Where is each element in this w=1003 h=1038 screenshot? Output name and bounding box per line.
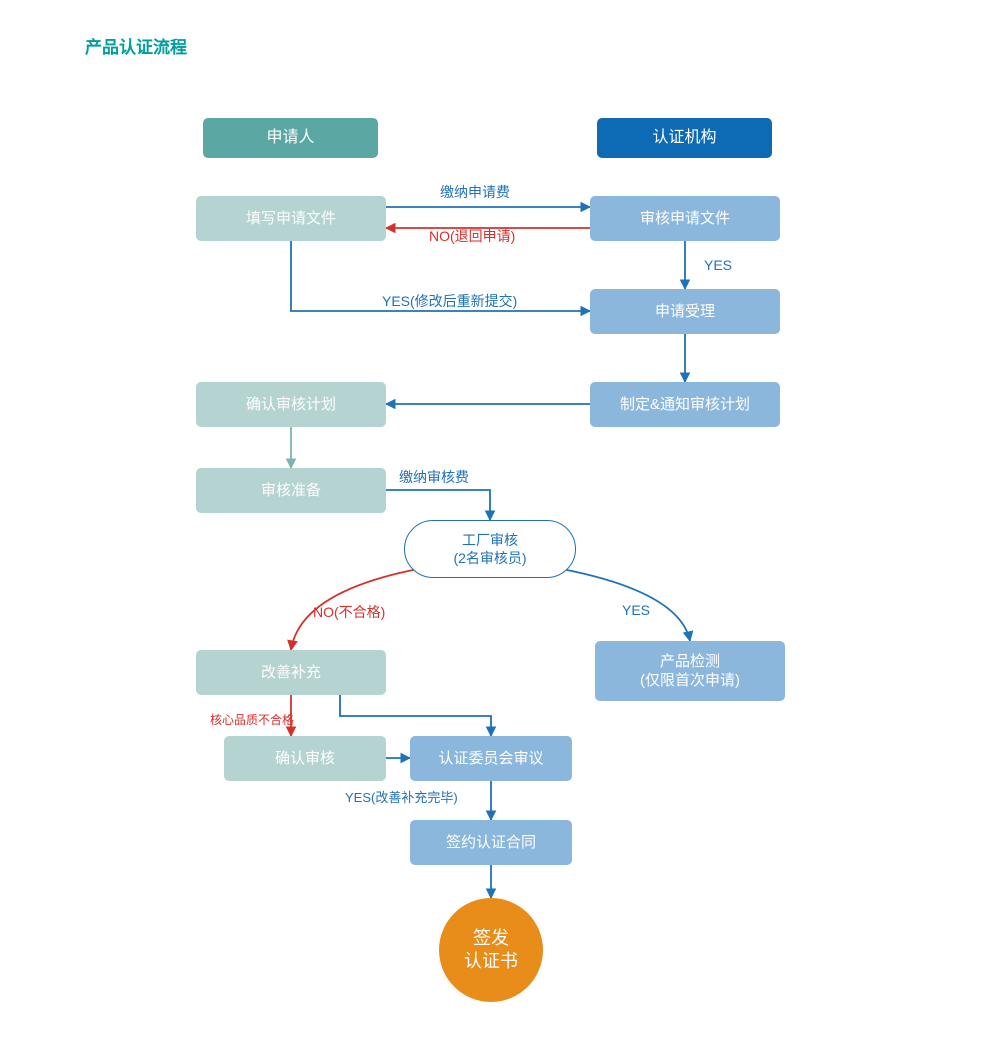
edges-layer <box>0 0 1003 1038</box>
node-confirm-audit: 确认审核 <box>224 736 386 781</box>
node-applicant-header: 申请人 <box>203 118 378 158</box>
label-text: YES <box>622 602 650 618</box>
node-label-line1: 产品检测 <box>640 652 740 672</box>
edge-label-pay-audit-fee: 缴纳审核费 <box>399 467 469 487</box>
node-committee: 认证委员会审议 <box>410 736 572 781</box>
title-text: 产品认证流程 <box>85 38 187 57</box>
edge-label-no-fail: NO(不合格) <box>313 602 385 622</box>
label-text: YES(修改后重新提交) <box>382 293 517 309</box>
node-audit-prep: 审核准备 <box>196 468 386 513</box>
node-label-line2: 认证书 <box>464 950 518 973</box>
node-label: 签约认证合同 <box>446 833 536 853</box>
node-label-line2: (仅限首次申请) <box>640 671 740 691</box>
node-label: 确认审核计划 <box>246 395 336 415</box>
label-text: 核心品质不合格 <box>210 713 294 727</box>
label-text: YES(改善补充完毕) <box>345 790 458 805</box>
node-make-plan: 制定&通知审核计划 <box>590 382 780 427</box>
edge-label-yes-top: YES <box>704 257 732 273</box>
node-label: 填写申请文件 <box>246 209 336 229</box>
node-issue-certificate: 签发 认证书 <box>439 898 543 1002</box>
label-text: NO(不合格) <box>313 604 385 620</box>
edge-label-no-return: NO(退回申请) <box>429 226 515 246</box>
node-agency-header: 认证机构 <box>597 118 772 158</box>
node-label: 审核申请文件 <box>640 209 730 229</box>
label-text: NO(退回申请) <box>429 228 515 244</box>
node-label-line1: 工厂审核 <box>453 531 526 549</box>
edge-label-core-fail: 核心品质不合格 <box>210 711 294 728</box>
node-label: 申请人 <box>266 128 314 149</box>
node-label: 审核准备 <box>261 481 321 501</box>
node-label: 确认审核 <box>275 749 335 769</box>
node-label: 制定&通知审核计划 <box>620 395 750 415</box>
node-factory-audit: 工厂审核 (2名审核员) <box>404 520 576 578</box>
flowchart-canvas: 产品认证流程 申请人 认证机构 填写申请文件 审核申请文件 申请受理 确认审核 <box>0 0 1003 1038</box>
edge-label-yes-resubmit: YES(修改后重新提交) <box>382 291 517 311</box>
edge-label-yes-right: YES <box>622 602 650 618</box>
node-label-line1: 签发 <box>464 927 518 950</box>
page-title: 产品认证流程 <box>85 33 187 58</box>
label-text: YES <box>704 257 732 273</box>
node-label: 改善补充 <box>261 663 321 683</box>
node-contract: 签约认证合同 <box>410 820 572 865</box>
edge-label-yes-done: YES(改善补充完毕) <box>345 787 458 806</box>
node-improve: 改善补充 <box>196 650 386 695</box>
node-label: 认证机构 <box>652 128 716 149</box>
node-review-application: 审核申请文件 <box>590 196 780 241</box>
node-fill-application: 填写申请文件 <box>196 196 386 241</box>
node-label: 申请受理 <box>655 302 715 322</box>
node-product-test: 产品检测 (仅限首次申请) <box>595 641 785 701</box>
label-text: 缴纳审核费 <box>399 469 469 485</box>
node-accept-application: 申请受理 <box>590 289 780 334</box>
node-confirm-plan: 确认审核计划 <box>196 382 386 427</box>
edge-label-pay-app-fee: 缴纳申请费 <box>440 182 510 202</box>
node-label-line2: (2名审核员) <box>453 549 526 567</box>
label-text: 缴纳申请费 <box>440 184 510 200</box>
node-label: 认证委员会审议 <box>438 749 543 769</box>
